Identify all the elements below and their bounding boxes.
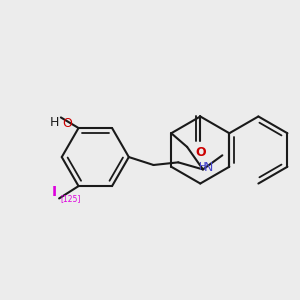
Text: O: O bbox=[195, 146, 206, 159]
Text: N: N bbox=[204, 161, 213, 174]
Text: O: O bbox=[62, 117, 72, 130]
Text: [125]: [125] bbox=[60, 194, 80, 203]
Text: I: I bbox=[52, 185, 57, 199]
Text: H: H bbox=[50, 116, 59, 129]
Text: H: H bbox=[199, 162, 207, 172]
